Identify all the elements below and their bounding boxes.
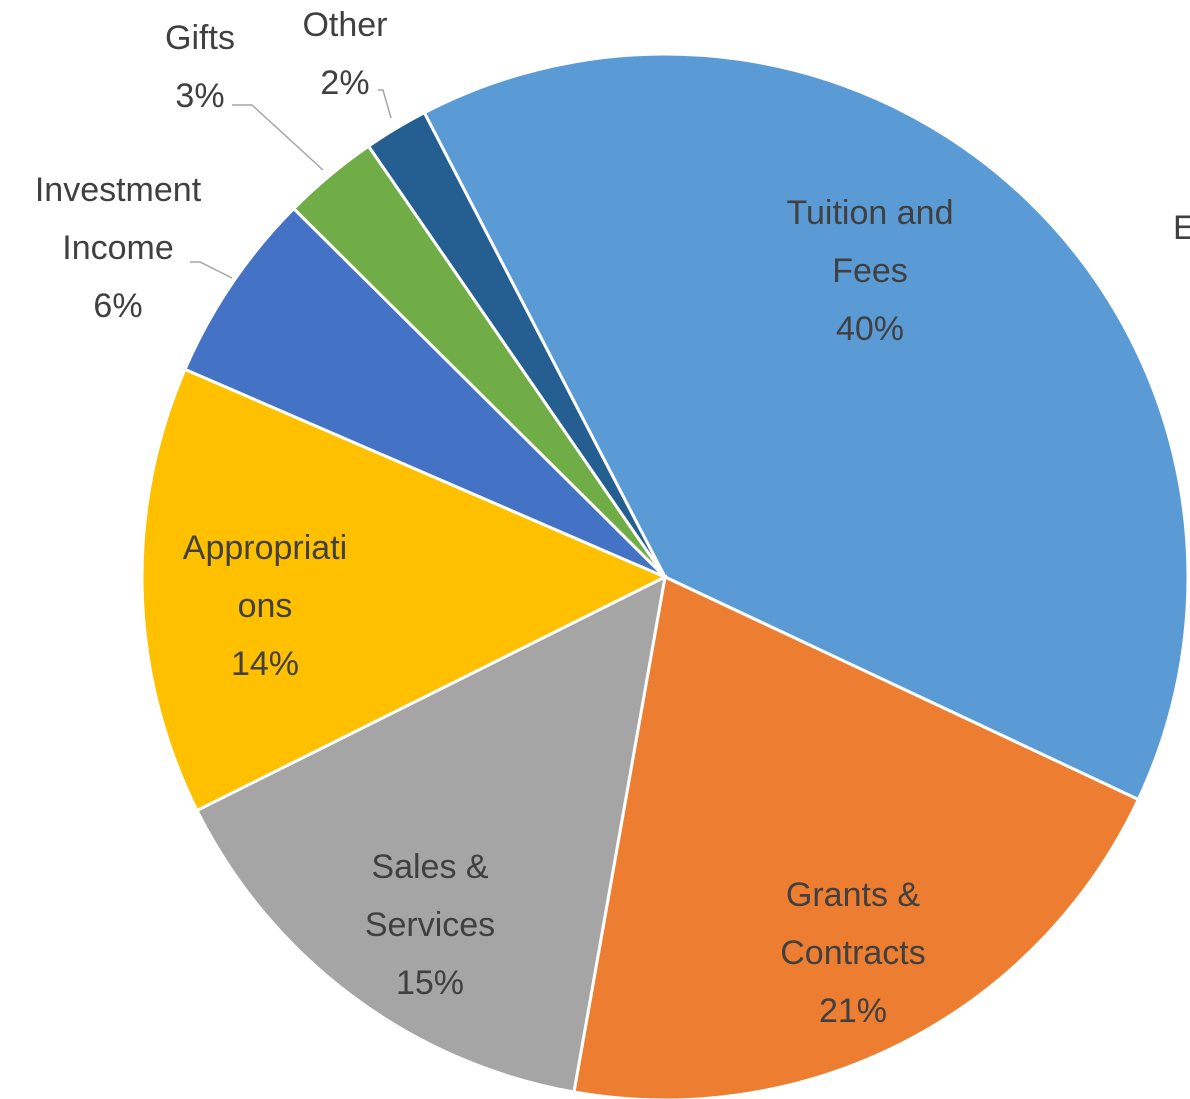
- slice: [194, 574, 667, 1094]
- category-line: Grants &: [786, 876, 920, 914]
- category-label: Investment Income: [35, 171, 202, 267]
- slice: [366, 110, 667, 578]
- slice: [422, 52, 1190, 802]
- value-label: 6%: [93, 287, 142, 325]
- category-label: Gifts: [165, 19, 235, 57]
- category-line: Appropriati: [183, 529, 347, 567]
- slices: [140, 52, 1190, 1099]
- category-line: Tuition and: [787, 194, 954, 232]
- category-label: Grants & Contracts: [780, 876, 926, 972]
- category-line: Services: [365, 906, 495, 944]
- category-line: ons: [238, 587, 293, 625]
- category-label: Sales & Services: [365, 848, 495, 944]
- category-label: Tuition and Fees: [787, 194, 954, 290]
- value-label: 40%: [836, 310, 904, 348]
- value-label: 2%: [320, 64, 369, 102]
- value-label: 14%: [231, 645, 299, 683]
- category-line: Income: [62, 229, 174, 267]
- leader-line: [232, 104, 324, 171]
- slice: [140, 367, 669, 813]
- category-label: Appropriati ons: [183, 529, 347, 625]
- leader-line: [378, 89, 392, 119]
- category-label: Other: [302, 6, 387, 44]
- category-line: Contracts: [780, 934, 926, 972]
- slice: [572, 574, 1141, 1099]
- category-line: Investment: [35, 171, 202, 209]
- leader-line: [190, 261, 233, 279]
- category-line: Fees: [832, 252, 908, 290]
- slice: [183, 206, 667, 579]
- value-label: 21%: [819, 992, 887, 1030]
- category-line: Gifts: [165, 19, 235, 57]
- value-label: 3%: [175, 77, 224, 115]
- category-line: Sales &: [371, 848, 488, 886]
- annotation: E: [1173, 209, 1190, 247]
- category-line: Other: [302, 6, 387, 44]
- value-label: 15%: [396, 964, 464, 1002]
